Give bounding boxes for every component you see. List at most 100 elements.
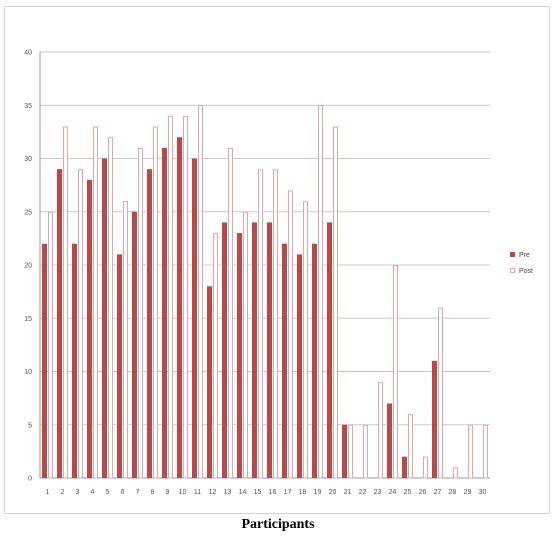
x-tick-label: 15 <box>254 489 262 496</box>
legend-swatch-post <box>510 268 515 273</box>
y-tick-label: 10 <box>24 369 32 376</box>
x-tick-label: 2 <box>61 489 65 496</box>
bar-post <box>168 115 173 479</box>
bar-post <box>138 147 143 479</box>
bar-post <box>153 126 158 479</box>
bar-pre <box>117 254 122 478</box>
x-tick-label: 30 <box>479 489 487 496</box>
bar-post <box>63 126 68 479</box>
y-tick-label: 20 <box>24 263 32 270</box>
y-tick-label: 15 <box>24 316 32 323</box>
bar-post <box>303 201 308 479</box>
bar-pre <box>132 211 137 478</box>
bar-post <box>228 147 233 479</box>
bar-post <box>468 424 473 479</box>
bar-pre <box>162 147 167 478</box>
y-tick-label: 35 <box>24 103 32 110</box>
x-tick-label: 28 <box>449 489 457 496</box>
bar-post <box>48 211 53 479</box>
bar-pre <box>327 222 332 478</box>
bar-post <box>408 414 413 479</box>
gridlines <box>39 51 490 479</box>
x-tick-label: 23 <box>374 489 382 496</box>
bar-post <box>273 169 278 479</box>
x-tick-label: 20 <box>329 489 337 496</box>
bar-post <box>243 211 248 479</box>
bars <box>42 105 488 479</box>
bar-pre <box>42 243 47 478</box>
bar-post <box>93 126 98 479</box>
x-tick-label: 4 <box>91 489 95 496</box>
x-tick-label: 17 <box>284 489 292 496</box>
x-tick-label: 25 <box>404 489 412 496</box>
bar-pre <box>342 424 347 478</box>
y-tick-label: 30 <box>24 156 32 163</box>
y-tick-label: 25 <box>24 209 32 216</box>
bar-post <box>363 424 368 479</box>
bar-post <box>213 233 218 479</box>
x-tick-label: 19 <box>314 489 322 496</box>
x-tick-label: 5 <box>106 489 110 496</box>
bar-post <box>123 201 128 479</box>
x-tick-label: 3 <box>76 489 80 496</box>
x-tick-label: 7 <box>136 489 140 496</box>
y-tick-label: 40 <box>24 50 32 57</box>
legend-label: Pre <box>519 252 530 259</box>
x-tick-label: 1 <box>46 489 50 496</box>
bar-post <box>348 424 353 479</box>
y-tick-label: 0 <box>28 476 32 483</box>
bar-pre <box>147 169 152 478</box>
bar-pre <box>177 137 182 478</box>
bar-post <box>423 456 428 479</box>
bar-pre <box>387 403 392 478</box>
bar-pre <box>207 286 212 478</box>
bar-pre <box>282 243 287 478</box>
legend-swatch-pre <box>510 252 515 257</box>
bar-pre <box>402 456 407 478</box>
x-tick-label: 12 <box>209 489 217 496</box>
x-tick-label: 26 <box>419 489 427 496</box>
bar-post <box>483 424 488 479</box>
x-tick-label: 10 <box>179 489 187 496</box>
bar-post <box>333 126 338 479</box>
bar-pre <box>432 360 437 478</box>
bar-pre <box>57 169 62 478</box>
x-tick-label: 13 <box>224 489 232 496</box>
x-tick-label: 29 <box>464 489 472 496</box>
bar-pre <box>312 243 317 478</box>
x-tick-label: 21 <box>344 489 352 496</box>
bar-post <box>288 190 293 479</box>
y-axis-ticks: 0 5 10 15 20 25 30 35 40 <box>24 50 32 483</box>
bar-post <box>393 265 398 479</box>
bar-post <box>108 137 113 479</box>
legend-label: Post <box>519 268 533 275</box>
bar-post <box>183 115 188 479</box>
x-axis-label: Participants <box>241 517 315 532</box>
x-tick-label: 8 <box>151 489 155 496</box>
bar-pre <box>87 179 92 479</box>
bar-post <box>453 467 458 479</box>
x-tick-label: 24 <box>389 489 397 496</box>
bar-pre <box>72 243 77 478</box>
bar-post <box>378 382 383 479</box>
bar-pre <box>237 233 242 478</box>
bar-pre <box>267 222 272 478</box>
x-axis-ticks: 1 2 3 4 5 6 7 8 9 10 11 12 13 14 15 16 17 18 19 20 21 22 23 24 2… <box>46 489 487 496</box>
bar-pre <box>192 158 197 478</box>
x-tick-label: 16 <box>269 489 277 496</box>
bar-pre <box>252 222 257 478</box>
bar-post <box>78 169 83 479</box>
x-tick-label: 18 <box>299 489 307 496</box>
x-tick-label: 14 <box>239 489 247 496</box>
bar-pre <box>297 254 302 478</box>
bar-post <box>318 105 323 479</box>
bar-post <box>258 169 263 479</box>
bar-pre <box>222 222 227 478</box>
legend: Pre Post <box>510 252 533 275</box>
x-tick-label: 22 <box>359 489 367 496</box>
x-tick-label: 27 <box>434 489 442 496</box>
x-tick-label: 9 <box>166 489 170 496</box>
bar-post <box>438 307 443 479</box>
x-tick-label: 11 <box>194 489 201 496</box>
